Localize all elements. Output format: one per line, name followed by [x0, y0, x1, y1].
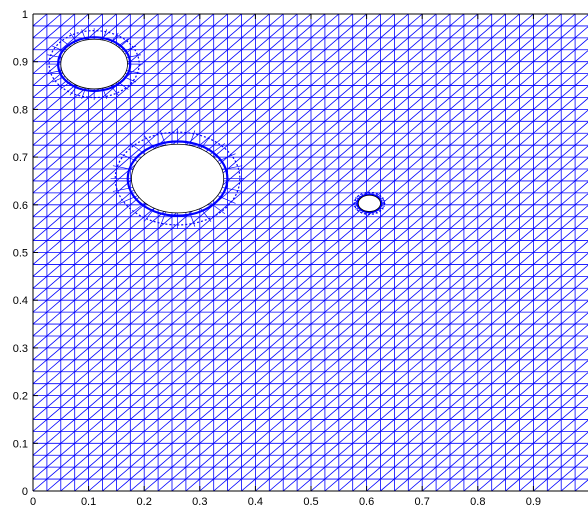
- y-tick-label: 0.4: [13, 295, 28, 307]
- x-tick-label: 0.4: [248, 496, 263, 508]
- x-tick-label: 0.7: [415, 496, 430, 508]
- y-tick-label: 1: [22, 9, 28, 21]
- y-tick-label: 0.2: [13, 391, 28, 403]
- x-tick-label: 0.9: [526, 496, 541, 508]
- hole-boundary: [126, 140, 229, 217]
- x-tick-label: 0.6: [359, 496, 374, 508]
- x-tick-label: 0.3: [192, 496, 207, 508]
- mesh-diagonals: [32, 13, 588, 492]
- y-tick-label: 0.3: [13, 343, 28, 355]
- holes-layer: [45, 28, 386, 229]
- y-tick-label: 0.6: [13, 200, 28, 212]
- x-tick-label: 0.5: [303, 496, 318, 508]
- y-tick-label: 0.9: [13, 57, 28, 69]
- mesh-layer: [32, 13, 588, 492]
- hole-interior: [357, 194, 381, 212]
- hole-interior: [60, 38, 128, 90]
- x-tick-label: 0: [30, 496, 36, 508]
- y-tick-label: 0.8: [13, 104, 28, 116]
- hole-boundary: [57, 36, 132, 92]
- x-tick-label: 0.8: [470, 496, 485, 508]
- hole-3: [353, 191, 386, 216]
- hole-1: [45, 28, 143, 101]
- y-tick-label: 0: [22, 486, 28, 498]
- y-tick-label: 0.5: [13, 248, 28, 260]
- hole-2: [110, 128, 245, 229]
- y-tick-label: 0.1: [13, 438, 28, 450]
- hole-interior: [131, 143, 225, 214]
- x-tick-label: 0.1: [81, 496, 96, 508]
- axes-layer: 0 0.1 0.2 0.3 0.4 0.5 0.6 0.7 0.8 0.9 0 0.1 0.2 0.3 0.…: [13, 9, 588, 508]
- y-tick-label: 0.7: [13, 152, 28, 164]
- x-tick-label: 0.2: [137, 496, 152, 508]
- hole-boundary: [356, 193, 383, 214]
